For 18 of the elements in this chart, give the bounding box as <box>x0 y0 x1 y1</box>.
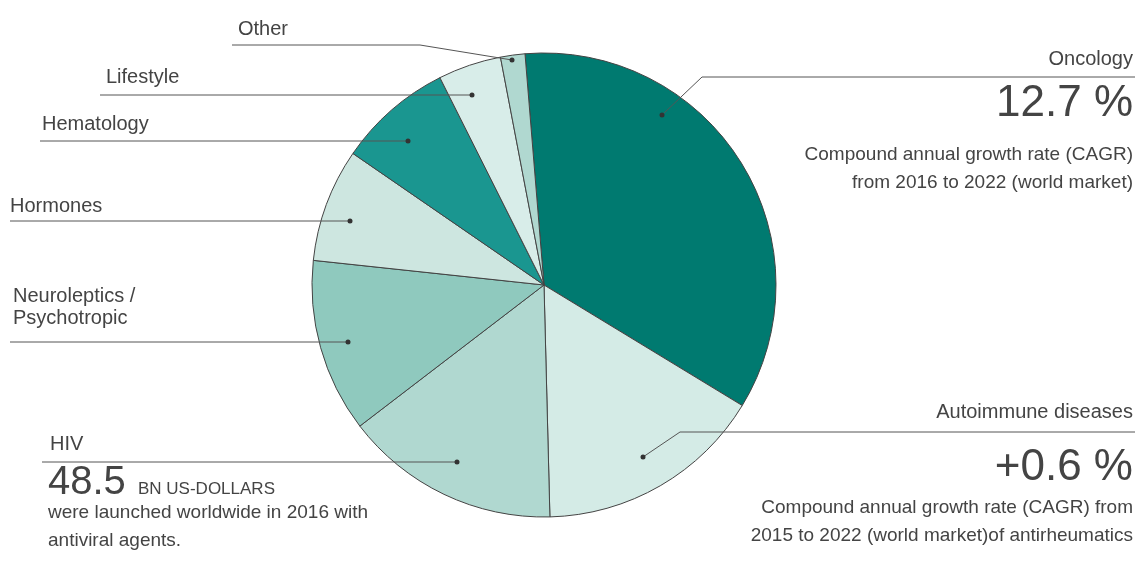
text: BN US-DOLLARS <box>138 479 275 498</box>
slice-label: Lifestyle <box>106 65 180 87</box>
text: 2015 to 2022 (world market)of antirheumatics <box>750 524 1133 545</box>
slice-label: Autoimmune diseases <box>936 400 1133 422</box>
slice-label: HIV <box>50 432 84 454</box>
text: Compound annual growth rate (CAGR) from <box>761 496 1133 517</box>
text: 48.5 <box>48 458 126 502</box>
text: were launched worldwide in 2016 with <box>47 501 369 522</box>
slice-label: Neuroleptics / Psychotropic <box>13 284 136 328</box>
text: Compound annual growth rate (CAGR) <box>804 143 1133 164</box>
text: +0.6 % <box>994 440 1133 489</box>
text: from 2016 to 2022 (world market) <box>852 171 1133 192</box>
text: antiviral agents. <box>48 529 182 550</box>
text: 12.7 % <box>996 76 1133 125</box>
slice-label: Other <box>238 17 289 39</box>
slice-label: Hematology <box>42 112 149 134</box>
slice-label: Oncology <box>1048 47 1133 69</box>
slice-label: Hormones <box>10 194 103 216</box>
